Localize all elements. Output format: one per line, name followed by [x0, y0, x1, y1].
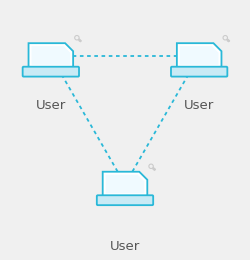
FancyBboxPatch shape [97, 195, 153, 205]
Polygon shape [28, 43, 73, 68]
Text: User: User [36, 99, 66, 112]
Circle shape [223, 36, 227, 40]
Circle shape [150, 165, 152, 167]
Polygon shape [32, 46, 70, 65]
FancyBboxPatch shape [171, 67, 227, 77]
Circle shape [75, 36, 79, 40]
Text: User: User [184, 99, 214, 112]
Polygon shape [180, 46, 218, 65]
FancyBboxPatch shape [23, 67, 79, 77]
Polygon shape [177, 43, 222, 68]
Circle shape [76, 37, 78, 39]
Text: User: User [110, 240, 140, 253]
Polygon shape [106, 175, 144, 193]
Circle shape [149, 164, 153, 168]
Circle shape [224, 37, 226, 39]
Polygon shape [103, 172, 147, 196]
